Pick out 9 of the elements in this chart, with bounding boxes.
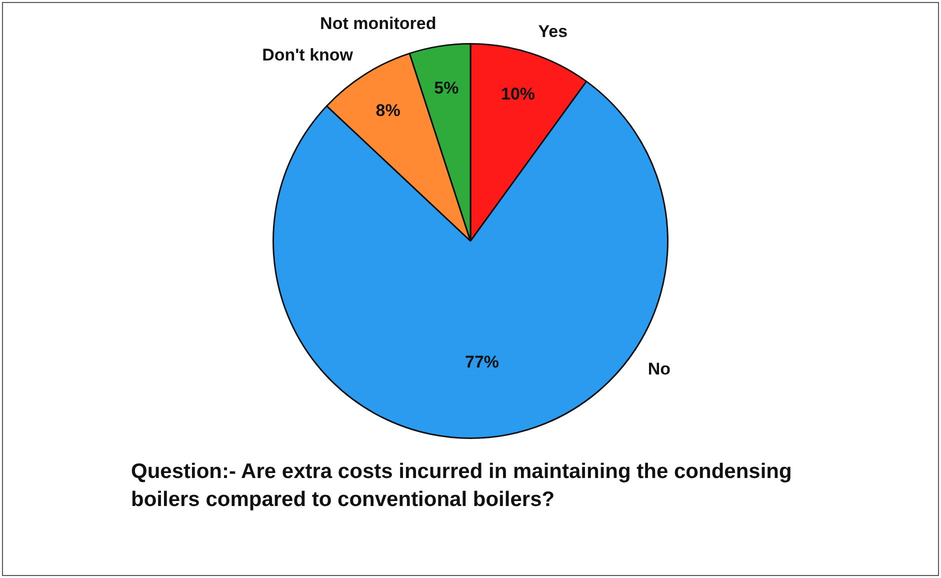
slice-label: Not monitored xyxy=(320,14,436,34)
slice-label: No xyxy=(648,360,671,379)
data-label: 5% xyxy=(434,78,459,98)
slice-label: Don't know xyxy=(262,46,354,65)
slice-label: Yes xyxy=(538,22,568,42)
data-label: 77% xyxy=(464,352,500,372)
data-label: 10% xyxy=(501,84,536,104)
text: Question:- Are extra costs incurred in maintaining the condensing boilers compared to conventional boilers? xyxy=(131,459,793,513)
data-label: 8% xyxy=(376,100,400,120)
